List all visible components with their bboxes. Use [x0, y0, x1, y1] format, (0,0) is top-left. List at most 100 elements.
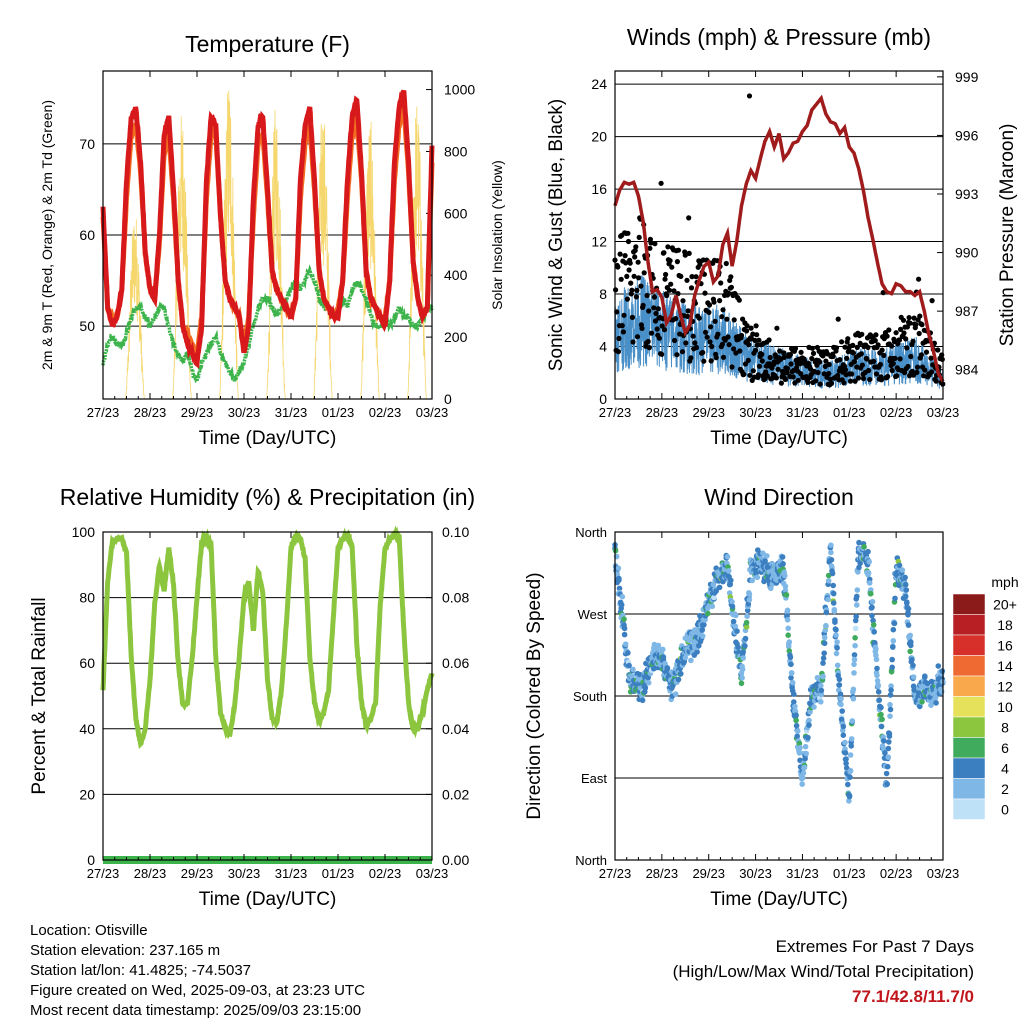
direction-point — [786, 648, 793, 654]
humidity-x-axis-label: Time (Day/UTC) — [199, 889, 337, 910]
direction-y-tick-label: North — [575, 525, 607, 540]
direction-point — [660, 646, 666, 653]
direction-point — [730, 618, 737, 625]
temperature-y2-tick-label: 1000 — [444, 82, 475, 98]
direction-point — [823, 622, 829, 629]
direction-point — [820, 660, 826, 666]
gust-point — [715, 331, 721, 337]
humidity-y2-tick-label: 0.08 — [442, 590, 469, 606]
humidity-x-tick-label: 01/23 — [322, 866, 355, 881]
speed-legend-swatch — [952, 716, 986, 738]
winds-x-tick-label: 29/23 — [692, 405, 725, 420]
direction-point — [746, 597, 753, 603]
direction-point — [806, 717, 812, 724]
gust-point — [634, 287, 640, 293]
gust-point — [629, 314, 636, 320]
gust-point — [713, 355, 719, 361]
direction-point — [749, 577, 755, 584]
direction-point — [618, 602, 625, 608]
gust-point — [708, 358, 714, 364]
direction-point — [866, 559, 872, 565]
gust-point — [726, 342, 732, 348]
direction-point — [699, 627, 705, 633]
gust-point — [911, 315, 917, 321]
direction-point — [619, 593, 626, 600]
direction-point — [713, 588, 719, 594]
direction-point — [888, 687, 894, 693]
gust-point — [671, 288, 677, 294]
winds-y-tick-label: 16 — [591, 181, 607, 197]
temperature-x-tick-label: 30/23 — [228, 405, 261, 420]
gust-point — [672, 337, 678, 344]
gust-point — [878, 377, 885, 383]
temperature-y-tick-label: 60 — [79, 227, 95, 243]
speed-legend-label: 8 — [1001, 719, 1009, 735]
direction-point — [886, 739, 892, 745]
speed-legend-label: 18 — [997, 617, 1013, 633]
gust-point — [897, 356, 903, 362]
direction-point — [834, 662, 841, 669]
winds-y2-tick-label: 999 — [955, 69, 979, 85]
gust-point — [756, 363, 763, 369]
direction-point — [746, 591, 753, 597]
gust-point — [939, 356, 945, 362]
direction-y-tick-label: South — [573, 689, 607, 704]
gust-point — [835, 316, 841, 322]
temp-2m-series — [100, 89, 435, 369]
gust-point — [914, 364, 921, 370]
gust-point — [854, 364, 860, 370]
gust-point — [728, 284, 735, 290]
gust-point — [809, 355, 815, 362]
direction-point — [820, 673, 826, 680]
gust-point — [726, 290, 732, 296]
direction-point — [672, 691, 679, 697]
direction-point — [851, 656, 858, 663]
speed-legend-swatch — [952, 778, 986, 800]
gust-point — [923, 349, 930, 355]
direction-point — [935, 663, 942, 669]
direction-point — [803, 750, 809, 757]
direction-point — [742, 643, 748, 649]
speed-legend-swatch — [952, 798, 986, 820]
gust-point — [728, 274, 734, 280]
direction-point — [740, 655, 746, 661]
gust-point — [781, 354, 787, 360]
direction-point — [829, 570, 836, 577]
gust-point — [741, 371, 747, 377]
gust-point — [908, 353, 914, 360]
gust-point — [886, 327, 892, 333]
direction-point — [839, 708, 845, 714]
gust-point — [615, 349, 622, 355]
direction-point — [729, 599, 735, 605]
gust-point — [900, 317, 907, 323]
direction-point — [806, 722, 812, 728]
gust-point — [729, 364, 735, 370]
gust-point — [850, 350, 857, 356]
gust-point — [647, 245, 653, 251]
temperature-y2-tick-label: 600 — [444, 205, 468, 221]
direction-point — [818, 682, 824, 689]
gust-point — [696, 315, 702, 321]
gust-point — [827, 376, 834, 382]
direction-point — [701, 622, 707, 628]
direction-point — [802, 743, 809, 750]
direction-point — [792, 703, 798, 710]
gust-point — [630, 339, 636, 345]
gust-point — [928, 355, 934, 361]
direction-point — [892, 595, 898, 602]
extremes-values: 77.1/42.8/11.7/0 — [852, 987, 974, 1006]
direction-point — [869, 598, 876, 605]
direction-point — [896, 582, 902, 589]
direction-point — [874, 672, 880, 679]
direction-point — [848, 736, 855, 742]
direction-point — [779, 554, 786, 560]
gust-point — [918, 352, 925, 358]
station-elevation: Station elevation: 237.165 m — [30, 942, 221, 959]
direction-point — [621, 616, 627, 622]
humidity-y2-tick-label: 0.06 — [442, 655, 469, 671]
gust-point — [700, 349, 706, 356]
direction-point — [910, 674, 917, 680]
direction-point — [630, 666, 636, 673]
direction-point — [732, 623, 739, 630]
gust-point — [685, 308, 691, 314]
